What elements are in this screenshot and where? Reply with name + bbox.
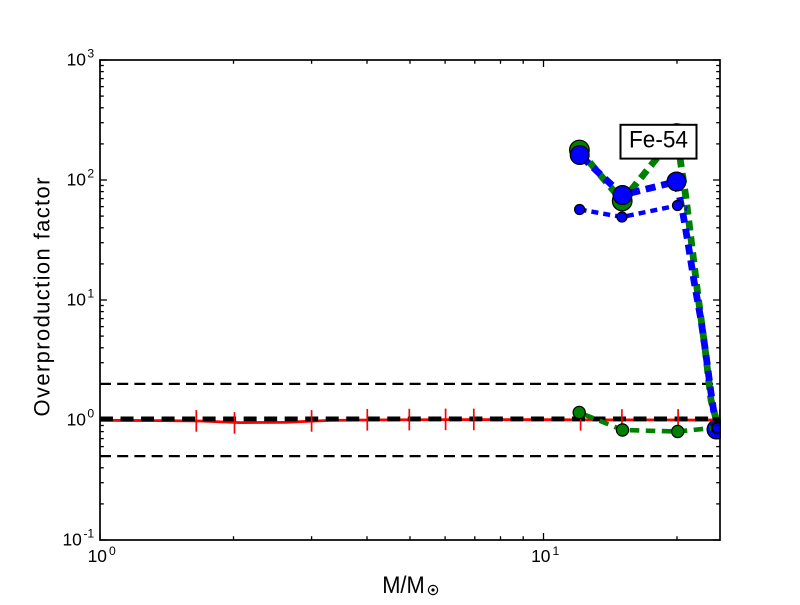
svg-text:M/M: M/M [382,572,425,599]
svg-text:Overproduction factor: Overproduction factor [30,178,55,417]
svg-text:Fe-54: Fe-54 [629,127,688,154]
